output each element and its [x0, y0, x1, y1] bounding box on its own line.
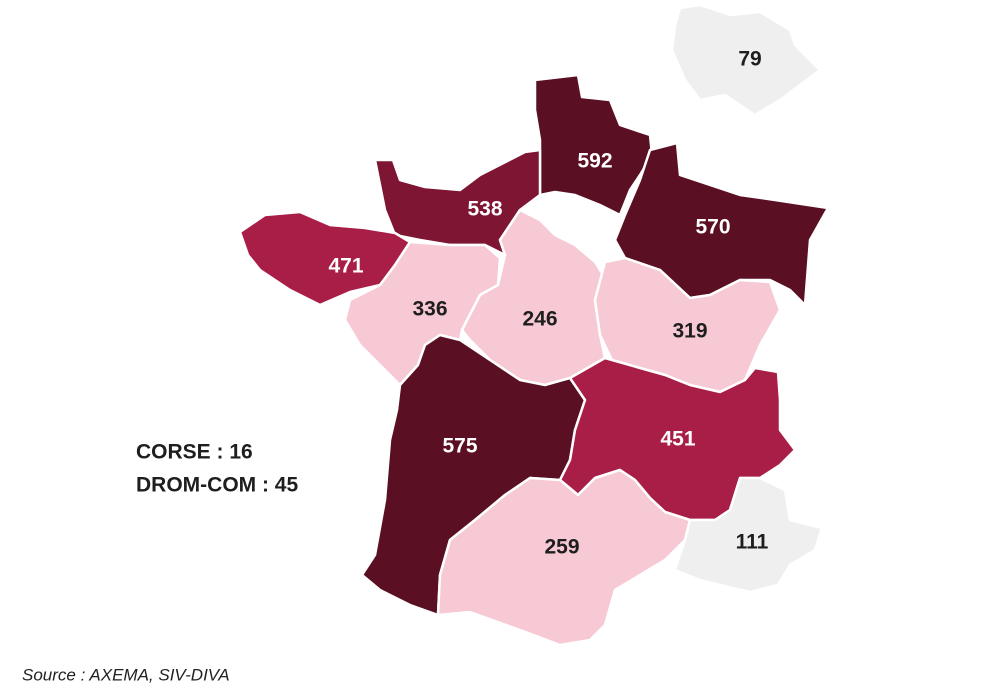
region	[673, 476, 824, 594]
note: CORSE : 16	[136, 441, 253, 464]
region	[613, 141, 830, 307]
region-value: 471	[328, 255, 363, 278]
region-value: 570	[695, 216, 730, 239]
region	[593, 256, 782, 394]
note: DROM-COM : 45	[136, 474, 298, 497]
regions	[238, 3, 830, 647]
region	[670, 3, 822, 117]
region-value: 111	[736, 531, 769, 554]
region-value: 79	[738, 48, 761, 71]
region-value: 592	[577, 150, 612, 173]
region-value: 538	[467, 198, 502, 221]
region-value: 246	[522, 308, 557, 331]
region-value: 319	[672, 320, 707, 343]
region-value: 259	[544, 536, 579, 559]
region	[436, 468, 692, 647]
labels: 79 592 570 538 471 336 246 319 575 451 259 111	[328, 48, 768, 559]
region-value: 451	[660, 428, 695, 451]
region-value: 336	[412, 298, 447, 321]
region-value: 575	[442, 435, 477, 458]
source: Source : AXEMA, SIV-DIVA	[22, 665, 230, 684]
